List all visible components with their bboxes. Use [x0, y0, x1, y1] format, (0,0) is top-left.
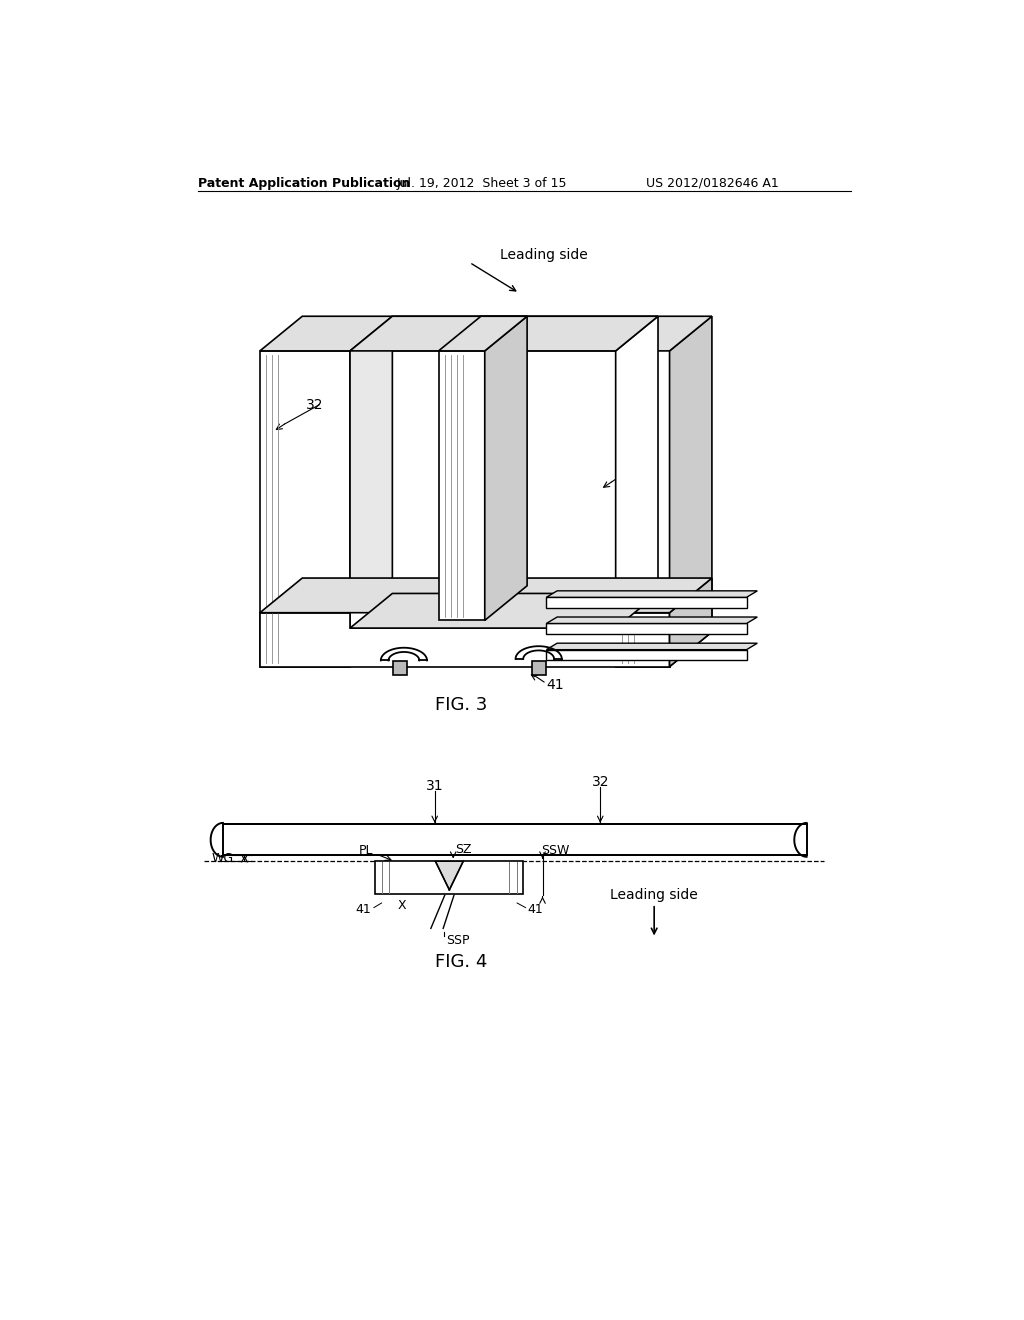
Text: Patent Application Publication: Patent Application Publication	[199, 177, 411, 190]
Polygon shape	[547, 623, 746, 635]
Polygon shape	[547, 616, 758, 623]
Polygon shape	[260, 578, 712, 612]
Polygon shape	[438, 317, 527, 351]
Text: 41: 41	[355, 903, 372, 916]
Polygon shape	[484, 317, 527, 620]
Text: US 2012/0182646 A1: US 2012/0182646 A1	[646, 177, 779, 190]
Text: Leading side: Leading side	[610, 887, 698, 902]
Text: 41: 41	[527, 903, 543, 916]
Text: 32: 32	[592, 775, 609, 789]
Text: SZ: SZ	[455, 842, 471, 855]
Text: 31: 31	[639, 459, 656, 474]
Text: FIG. 4: FIG. 4	[435, 953, 487, 970]
Polygon shape	[260, 351, 350, 667]
Text: WG: WG	[211, 851, 233, 865]
Polygon shape	[260, 317, 712, 351]
Polygon shape	[435, 862, 463, 890]
Polygon shape	[547, 643, 758, 649]
Polygon shape	[615, 612, 670, 667]
Polygon shape	[670, 578, 712, 667]
Polygon shape	[223, 825, 807, 855]
Text: SSP: SSP	[446, 935, 470, 948]
Polygon shape	[260, 612, 670, 667]
Polygon shape	[547, 598, 746, 609]
Polygon shape	[350, 317, 658, 351]
Text: Leading side: Leading side	[500, 248, 588, 261]
Text: SSW: SSW	[541, 843, 569, 857]
Polygon shape	[350, 594, 658, 628]
Text: Jul. 19, 2012  Sheet 3 of 15: Jul. 19, 2012 Sheet 3 of 15	[396, 177, 566, 190]
Polygon shape	[438, 351, 484, 620]
Polygon shape	[670, 317, 712, 667]
Text: FIG. 3: FIG. 3	[435, 696, 487, 714]
Polygon shape	[376, 862, 523, 894]
Text: X: X	[398, 899, 407, 912]
Polygon shape	[547, 649, 746, 660]
Polygon shape	[615, 317, 658, 612]
Polygon shape	[547, 591, 758, 598]
Polygon shape	[393, 661, 407, 675]
Polygon shape	[350, 317, 392, 612]
Polygon shape	[531, 661, 546, 675]
Text: 31: 31	[426, 779, 443, 793]
Text: 32: 32	[306, 397, 324, 412]
Text: 41: 41	[547, 678, 564, 692]
Text: PL: PL	[358, 843, 373, 857]
